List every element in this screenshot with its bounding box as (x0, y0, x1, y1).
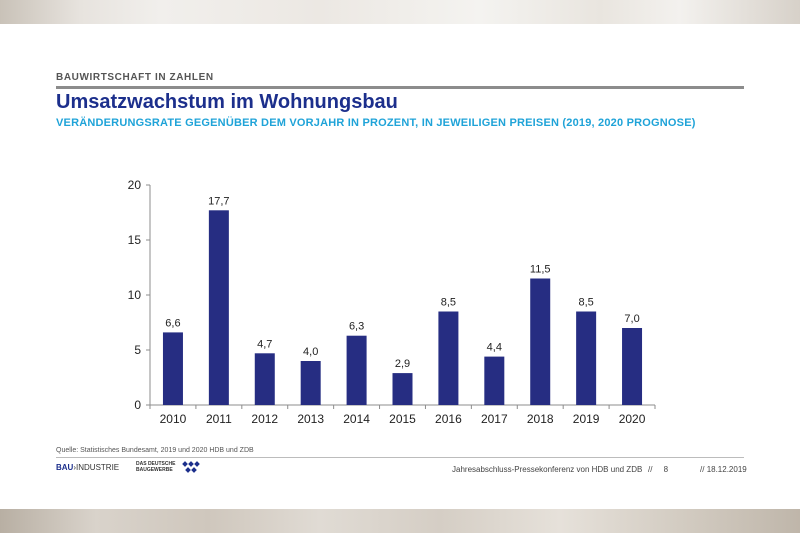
logo-arrow-icon: › (73, 463, 77, 472)
x-tick-label: 2019 (573, 412, 600, 426)
data-label: 4,7 (257, 338, 272, 350)
bar (300, 361, 321, 405)
page-number-block: // 8 (648, 465, 668, 474)
data-label: 7,0 (624, 313, 639, 325)
bar (530, 278, 551, 405)
logo-industrie-text: INDUSTRIE (76, 463, 120, 472)
data-label: 17,7 (208, 195, 229, 207)
bar-chart: 0 5 10 15 20 6,6 2010 17,7 2011 4,7 2012 4,0 2013 6,3… (128, 178, 656, 426)
y-tick-label: 20 (128, 178, 142, 192)
top-background-strip (0, 0, 800, 24)
footer-rule (56, 457, 744, 458)
bauindustrie-logo: BAU›INDUSTRIE (56, 463, 119, 472)
data-label: 8,5 (578, 297, 593, 309)
y-tick-label: 15 (128, 233, 142, 247)
x-tick-label: 2017 (481, 412, 508, 426)
x-tick-label: 2012 (251, 412, 278, 426)
page-number: 8 (663, 465, 669, 474)
bar (622, 328, 643, 405)
x-tick-label: 2016 (435, 412, 462, 426)
x-tick-label: 2020 (619, 412, 646, 426)
bar (162, 332, 183, 405)
bar (392, 373, 413, 405)
source-note: Quelle: Statistisches Bundesamt, 2019 un… (56, 447, 254, 454)
zdb-logo-text: DAS DEUTSCHE BAUGEWERBE (136, 461, 175, 473)
data-label: 6,3 (349, 321, 364, 333)
data-label: 4,4 (487, 342, 502, 354)
logo-bau-text: BAU (56, 463, 74, 472)
header-rule (56, 86, 744, 89)
separator-2: // (700, 465, 705, 474)
y-tick-label: 5 (134, 343, 141, 357)
bar (208, 210, 229, 405)
data-label: 8,5 (441, 297, 456, 309)
bar (438, 311, 459, 405)
data-label: 4,0 (303, 346, 318, 358)
bottom-background-strip (0, 509, 800, 533)
y-tick-label: 10 (128, 288, 142, 302)
x-tick-label: 2011 (206, 412, 232, 426)
data-label: 11,5 (530, 264, 551, 276)
bar (254, 353, 275, 405)
section-label: BAUWIRTSCHAFT IN ZAHLEN (56, 72, 214, 83)
bar (484, 356, 505, 405)
data-label: 6,6 (165, 317, 180, 329)
x-tick-label: 2018 (527, 412, 554, 426)
footer-date: 18.12.2019 (706, 465, 747, 474)
separator-1: // (648, 465, 653, 474)
zdb-logo-mark-icon (182, 461, 200, 473)
x-tick-label: 2015 (389, 412, 416, 426)
date-block: // 18.12.2019 (700, 465, 747, 474)
page-subtitle: VERÄNDERUNGSRATE GEGENÜBER DEM VORJAHR I… (56, 117, 696, 129)
page-title: Umsatzwachstum im Wohnungsbau (56, 91, 398, 113)
x-tick-label: 2014 (343, 412, 370, 426)
y-tick-label: 0 (134, 398, 141, 412)
bar (346, 335, 367, 405)
event-label: Jahresabschluss-Pressekonferenz von HDB … (452, 465, 643, 474)
bar (576, 311, 597, 405)
data-label: 2,9 (395, 358, 410, 370)
x-tick-label: 2013 (297, 412, 324, 426)
zdb-logo-line2: BAUGEWERBE (136, 467, 173, 473)
zdb-logo-line1: DAS DEUTSCHE (136, 461, 176, 467)
x-tick-label: 2010 (160, 412, 187, 426)
